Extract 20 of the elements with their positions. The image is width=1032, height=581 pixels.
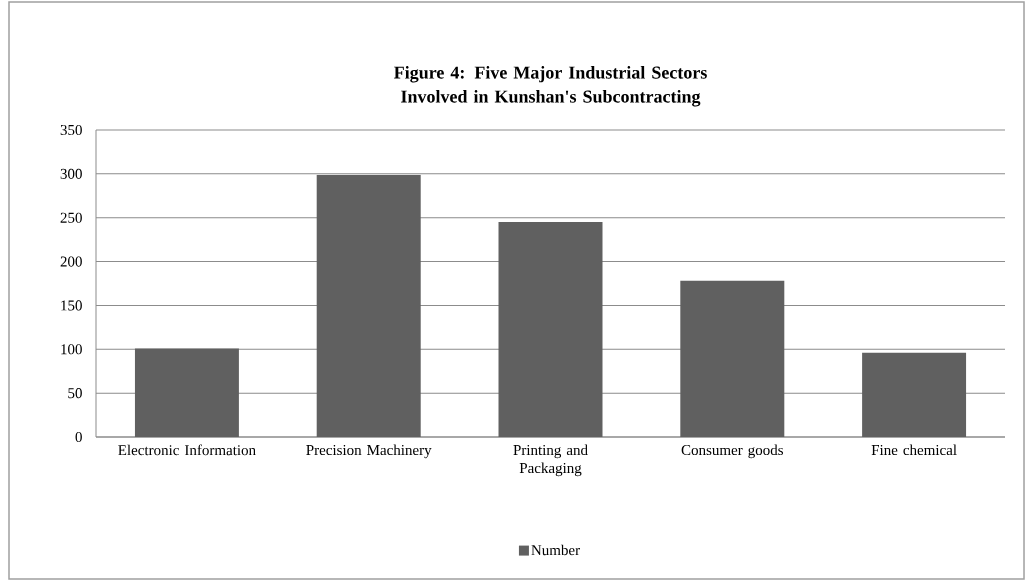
chart-title: Figure 4: Five Major Industrial Sectors Involved in Kunshan's Subcontracting (394, 65, 707, 107)
y-tick-label: 250 (60, 212, 82, 223)
bar (680, 280, 785, 437)
legend-label: Number (531, 544, 580, 556)
bar (134, 348, 239, 437)
y-tick-label: 150 (61, 300, 82, 311)
bar (498, 222, 603, 437)
y-tick-label: 350 (60, 124, 82, 136)
x-tick-label: Precision Machinery (306, 444, 432, 459)
y-tick-label: 200 (60, 256, 82, 267)
y-tick-label: 0 (75, 431, 82, 443)
bar (862, 352, 967, 437)
x-tick-label: Printing and Packaging (513, 444, 588, 477)
y-tick-label: 50 (68, 388, 82, 399)
y-tick-label: 100 (61, 344, 82, 355)
x-tick-label: Fine chemical (871, 444, 957, 456)
bar (316, 174, 421, 437)
y-tick-label: 300 (60, 168, 82, 179)
x-tick-label: Consumer goods (681, 444, 783, 459)
x-tick-label: Electronic Information (118, 444, 256, 456)
